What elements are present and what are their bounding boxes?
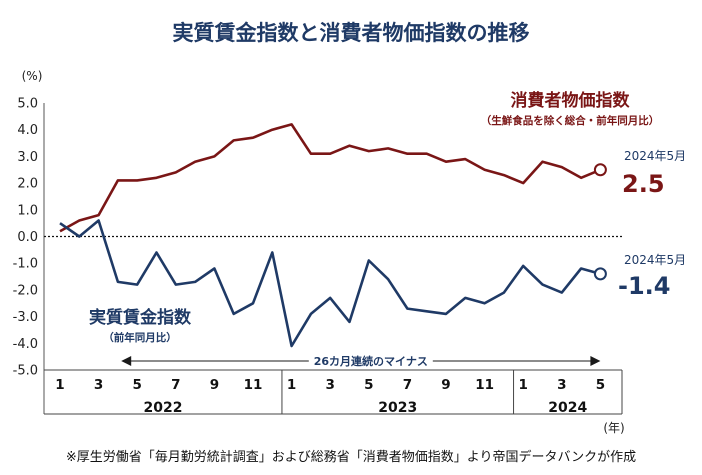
month-tick-label: 1 <box>287 377 296 393</box>
month-tick-label: 3 <box>557 377 566 393</box>
cpi-series-label: 消費者物価指数 <box>511 90 631 111</box>
source-note: ※厚生労働省「毎月勤労統計調査」および総務省「消費者物価指数」より帝国データバン… <box>66 449 636 465</box>
y-unit-label: (%) <box>22 69 43 83</box>
month-tick-label: 5 <box>132 377 141 393</box>
y-tick-label: -2.0 <box>13 283 38 298</box>
arrow-head-right <box>590 356 601 366</box>
y-tick-label: 5.0 <box>17 97 38 112</box>
year-label: 2023 <box>378 400 417 416</box>
month-tick-label: 11 <box>244 377 263 393</box>
arrow-head-left <box>121 356 132 366</box>
y-tick-label: -3.0 <box>13 310 38 325</box>
y-tick-label: 3.0 <box>17 150 38 165</box>
year-label: 2022 <box>143 400 182 416</box>
y-tick-label: -5.0 <box>13 364 38 379</box>
wage-series-sublabel: （前年同月比） <box>103 331 177 344</box>
month-tick-label: 9 <box>441 377 450 393</box>
y-tick-label: 2.0 <box>17 177 38 192</box>
month-tick-label: 1 <box>55 377 64 393</box>
y-tick-label: 4.0 <box>17 123 38 138</box>
y-tick-label: -1.0 <box>13 257 38 272</box>
negative-streak-label: 26カ月連続のマイナス <box>314 354 428 368</box>
month-tick-label: 3 <box>325 377 334 393</box>
month-tick-label: 7 <box>403 377 412 393</box>
month-tick-label: 11 <box>475 377 494 393</box>
chart-title: 実質賃金指数と消費者物価指数の推移 <box>173 21 530 45</box>
wage-series-label: 実質賃金指数 <box>89 307 192 328</box>
cpi-last-point <box>593 163 607 177</box>
y-tick-label: 1.0 <box>17 203 38 218</box>
month-tick-label: 9 <box>210 377 219 393</box>
month-tick-label: 7 <box>171 377 180 393</box>
month-tick-label: 3 <box>94 377 103 393</box>
cpi-last-value: 2.5 <box>622 170 665 198</box>
wage-last-point <box>593 267 607 281</box>
month-tick-label: 5 <box>364 377 373 393</box>
year-label: 2024 <box>548 400 587 416</box>
month-tick-label: 1 <box>518 377 527 393</box>
y-tick-label: -4.0 <box>13 337 38 352</box>
wage-last-value: -1.4 <box>618 272 670 300</box>
cpi-last-date: 2024年5月 <box>624 149 686 163</box>
wage-last-date: 2024年5月 <box>624 253 686 267</box>
cpi-series-sublabel: （生鮮食品を除く総合・前年同月比） <box>481 114 660 127</box>
y-tick-labels: 5.0 4.0 3.0 2.0 1.0 0.0 -1.0 -2.0 -3.0 -4.0 -5.0 <box>13 97 38 379</box>
series-line-wage <box>59 219 601 348</box>
series-line-cpi <box>59 123 601 233</box>
x-unit-label: (年) <box>603 421 624 435</box>
arrow-label-bg <box>308 352 433 369</box>
y-tick-label: 0.0 <box>17 230 38 245</box>
month-tick-label: 5 <box>596 377 605 393</box>
